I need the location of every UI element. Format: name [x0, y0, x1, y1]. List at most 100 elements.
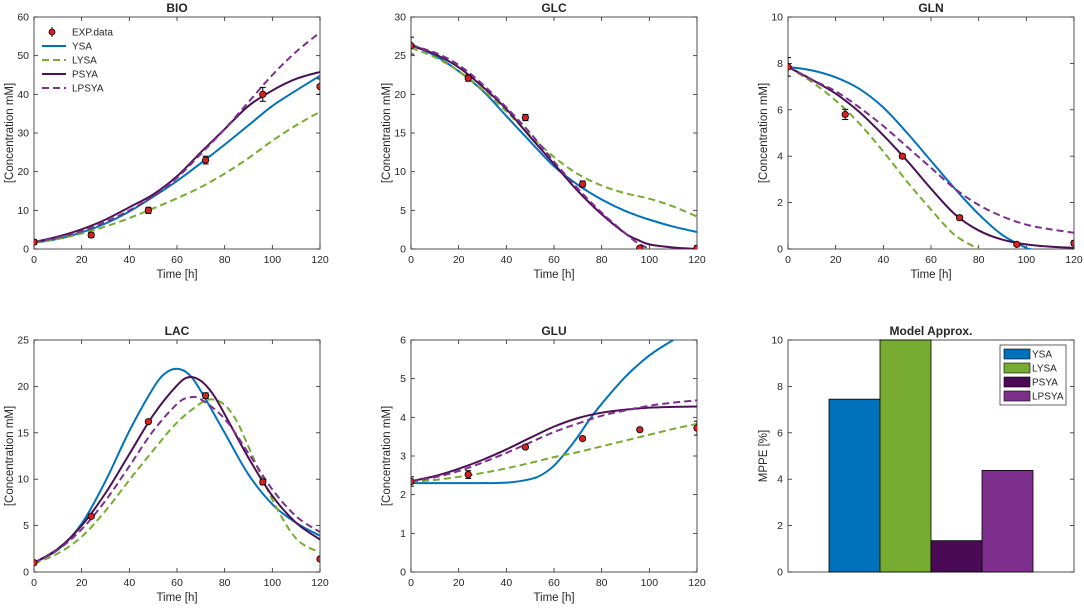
x-tick-label: 100: [641, 577, 659, 589]
chart-title: BIO: [166, 1, 187, 15]
x-tick-label: 120: [1065, 254, 1083, 266]
y-tick-label: 0: [23, 244, 29, 256]
y-tick-label: 0: [23, 567, 29, 579]
y-tick-label: 10: [17, 474, 29, 486]
y-tick-label: 6: [777, 427, 783, 439]
y-axis-label: MPPE [%]: [758, 430, 770, 482]
series-line-ysa: [411, 340, 676, 485]
x-axis-label: Time [h]: [156, 269, 197, 281]
x-tick-label: 100: [264, 254, 282, 266]
x-tick-label: 20: [830, 254, 842, 266]
y-tick-label: 0: [777, 567, 783, 579]
legend-label-ysa: YSA: [1032, 350, 1052, 361]
y-tick-label: 60: [17, 12, 29, 24]
plot-area: [34, 31, 320, 246]
chart-title: GLU: [541, 324, 566, 338]
x-tick-label: 20: [453, 577, 465, 589]
chart-glc: 0 5 10 15 20 25 30 0 20 40 60 80 100 120 GLC Time [h] [C…: [381, 1, 706, 281]
plot-area: [788, 57, 1074, 249]
exp-data-point: [34, 238, 38, 246]
y-tick-label: 3: [400, 451, 406, 463]
series-line-lysa: [411, 422, 697, 483]
axes-box: [410, 16, 698, 250]
x-tick-label: 0: [31, 254, 37, 266]
y-axis-label: [Concentration mM]: [4, 83, 16, 183]
legend-label-psya: PSYA: [1032, 378, 1058, 389]
y-tick-label: 4: [777, 474, 783, 486]
series-line-psya: [34, 70, 320, 244]
series-line-lysa: [34, 398, 320, 565]
bar-lpsya: [981, 469, 1034, 573]
x-tick-label: 60: [548, 577, 560, 589]
x-tick-label: 20: [453, 254, 465, 266]
x-tick-label: 100: [264, 577, 282, 589]
exp-data-point: [841, 110, 849, 119]
plot-area: [411, 340, 697, 487]
x-tick-label: 80: [219, 577, 231, 589]
x-axis-label: Time [h]: [910, 269, 951, 281]
x-tick-label: 40: [500, 254, 512, 266]
y-tick-label: 8: [777, 381, 783, 393]
legend-swatch-lysa: [1003, 362, 1031, 374]
y-tick-label: 0: [777, 244, 783, 256]
x-tick-label: 40: [500, 577, 512, 589]
y-tick-label: 25: [17, 335, 29, 347]
legend-swatch-psya: [1003, 376, 1031, 388]
y-tick-label: 40: [17, 89, 29, 101]
series-line-ysa: [34, 367, 320, 564]
chart-title: LAC: [165, 324, 190, 338]
legend-label-lysa: LYSA: [72, 56, 97, 67]
y-tick-label: 2: [777, 520, 783, 532]
y-tick-label: 25: [394, 50, 406, 62]
exp-data-point: [87, 231, 95, 239]
y-tick-label: 10: [394, 166, 406, 178]
y-tick-label: 30: [17, 128, 29, 140]
y-tick-label: 10: [17, 205, 29, 217]
y-axis-label: [Concentration mM]: [381, 83, 393, 183]
series-line-psya: [411, 405, 697, 483]
exp-data-point: [411, 42, 415, 50]
exp-data-point: [693, 244, 697, 249]
legend-marker-exp: [48, 28, 56, 36]
x-tick-label: 20: [76, 254, 88, 266]
exp-data-point: [521, 113, 530, 122]
x-tick-label: 120: [311, 577, 329, 589]
legend-label-exp.data: EXP.data: [72, 28, 113, 39]
y-tick-label: 2: [777, 197, 783, 209]
series-line-lpsya: [788, 65, 1074, 234]
exp-data-point: [578, 180, 587, 188]
x-axis-label: Time [h]: [533, 592, 574, 604]
x-tick-label: 60: [548, 254, 560, 266]
exp-data-point: [144, 206, 152, 214]
y-tick-label: 2: [400, 489, 406, 501]
y-tick-label: 20: [17, 381, 29, 393]
series-line-ysa: [411, 43, 697, 233]
x-tick-label: 40: [123, 577, 135, 589]
exp-data-point: [202, 156, 210, 164]
y-tick-label: 20: [17, 166, 29, 178]
series-line-lpsya: [34, 31, 320, 244]
y-tick-label: 20: [394, 89, 406, 101]
exp-data-point: [259, 90, 267, 98]
x-tick-label: 120: [688, 254, 706, 266]
x-tick-label: 40: [123, 254, 135, 266]
axes-box: [33, 339, 321, 573]
exp-data-point: [316, 555, 320, 563]
y-tick-label: 8: [777, 58, 783, 70]
y-tick-label: 0: [400, 244, 406, 256]
exp-data-point: [316, 83, 320, 91]
chart-approx: 0 2 4 6 8 10 Model Approx. MPPE [%] YSA LYSA PSYA L…: [758, 324, 1075, 579]
exp-data-point: [1013, 240, 1021, 248]
y-tick-label: 4: [777, 151, 783, 163]
exp-data-point: [693, 424, 697, 432]
x-tick-label: 100: [641, 254, 659, 266]
x-tick-label: 40: [877, 254, 889, 266]
chart-title: Model Approx.: [890, 324, 973, 338]
y-tick-label: 5: [400, 205, 406, 217]
x-tick-label: 0: [408, 577, 414, 589]
series-line-lysa: [788, 66, 980, 249]
plot-area: [34, 367, 320, 567]
y-tick-label: 0: [400, 567, 406, 579]
